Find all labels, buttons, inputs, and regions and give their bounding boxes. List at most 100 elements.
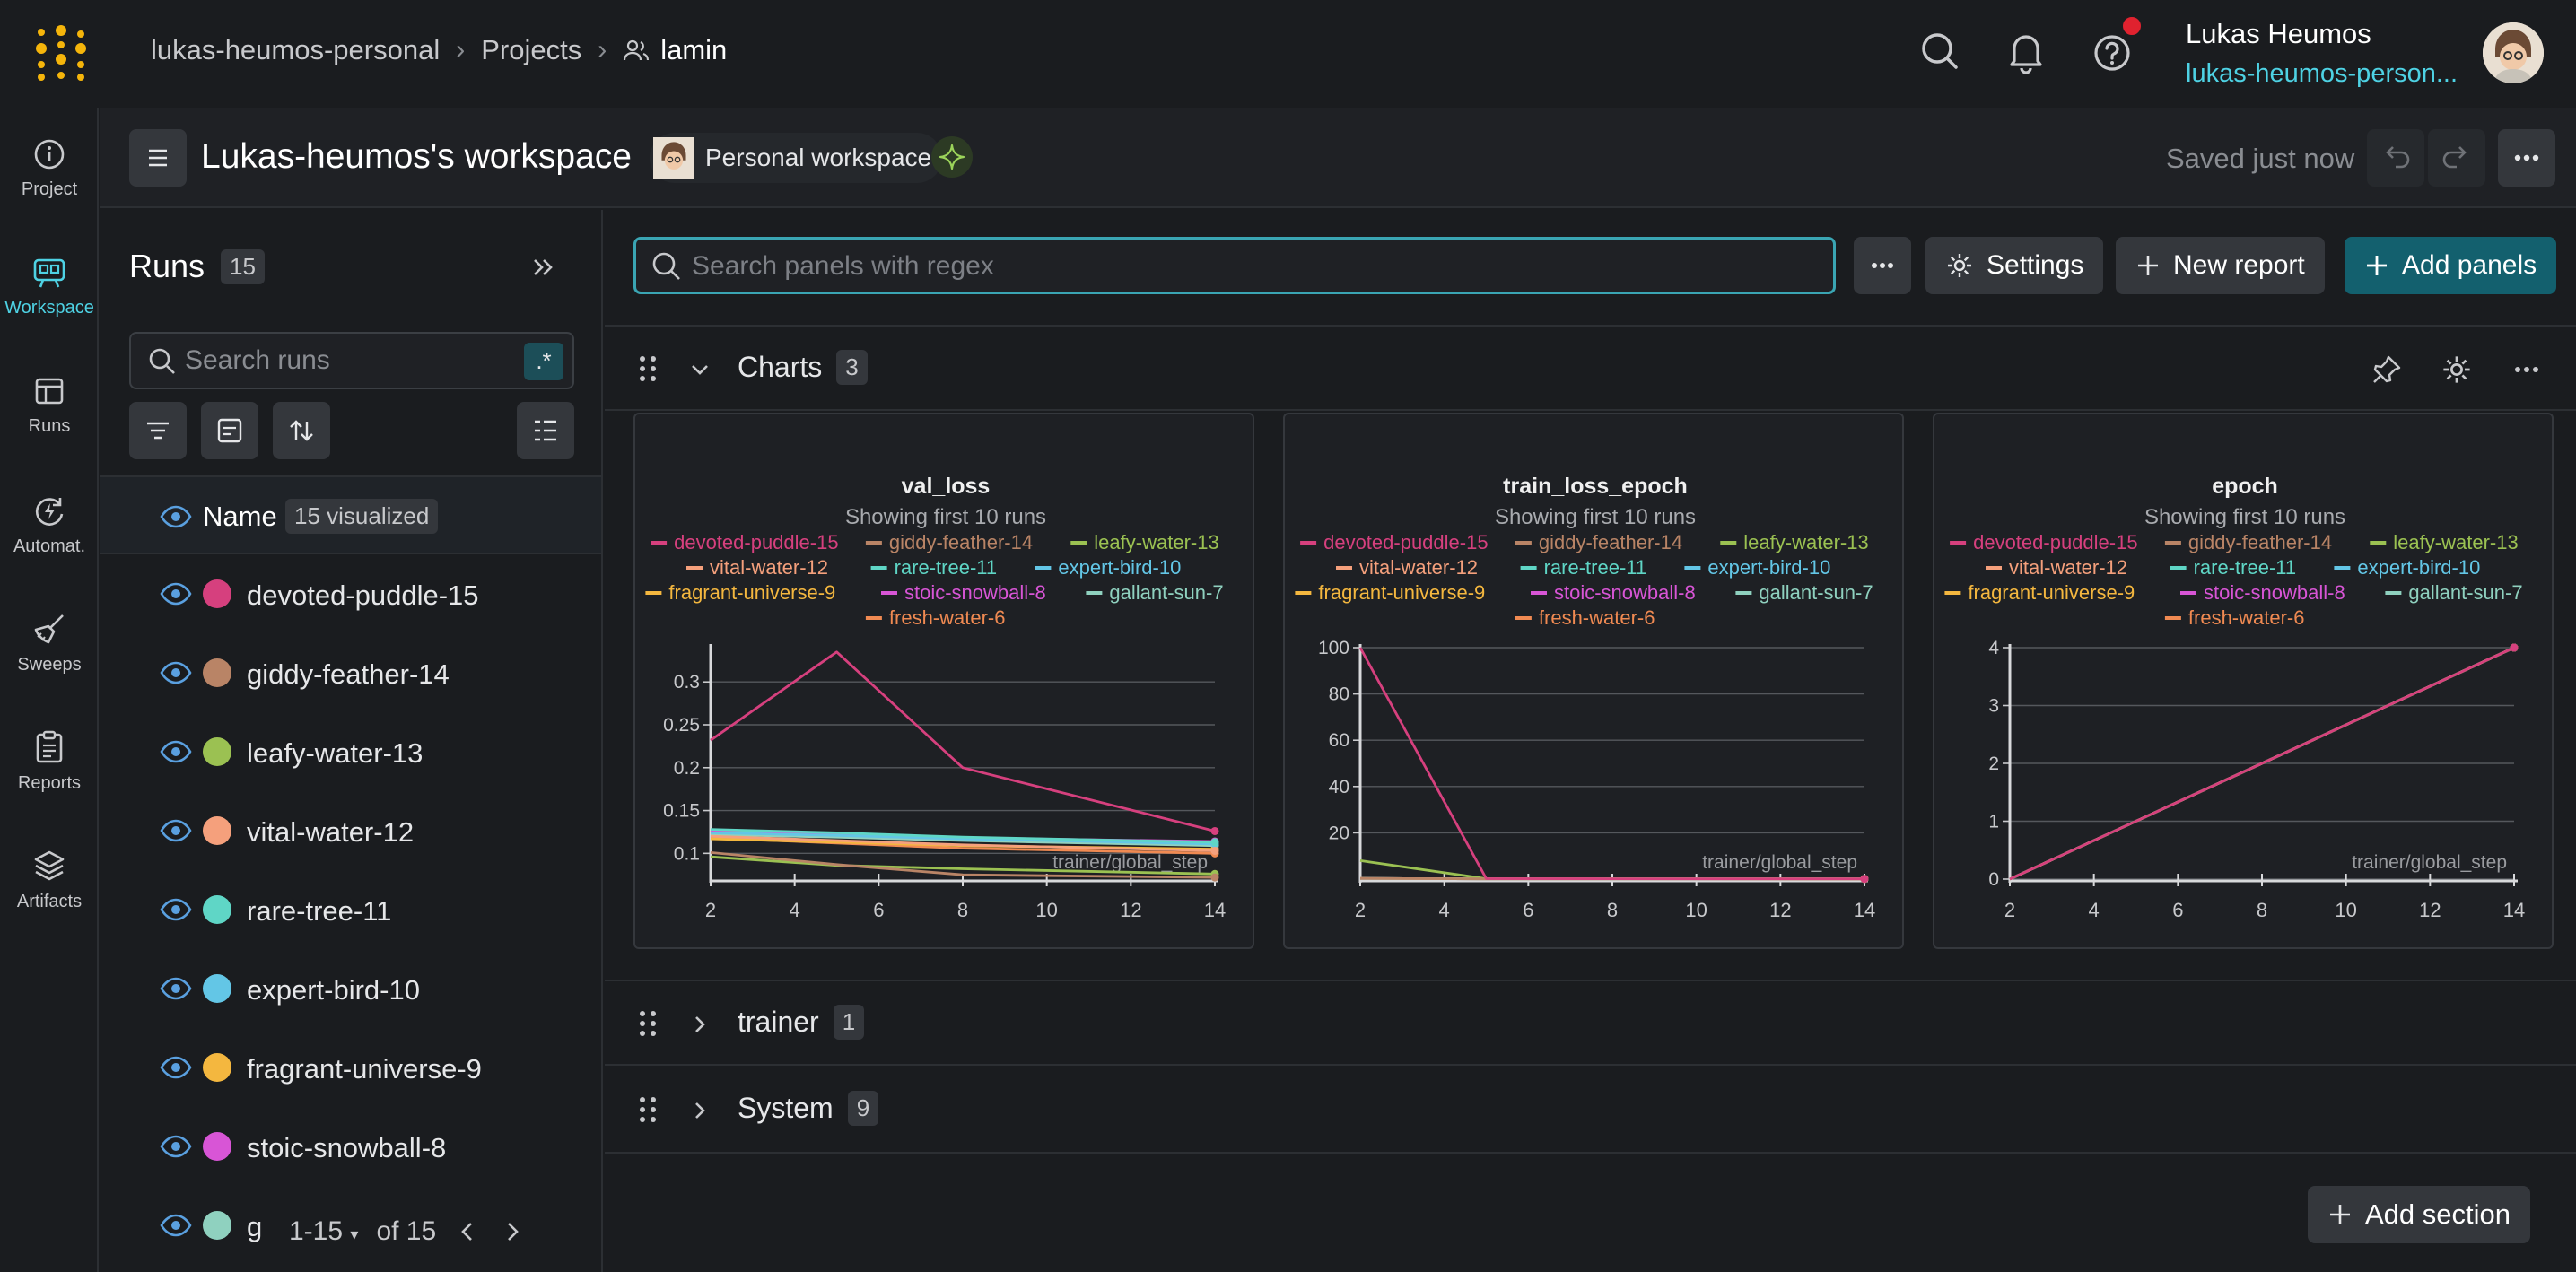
run-name[interactable]: fragrant-universe-9 bbox=[247, 1053, 482, 1085]
help-button[interactable] bbox=[2088, 14, 2144, 75]
run-color-dot[interactable] bbox=[203, 1211, 231, 1240]
section-title[interactable]: Charts 3 bbox=[738, 350, 868, 385]
user-menu[interactable]: Lukas Heumos lukas-heumos-person... bbox=[2186, 18, 2458, 89]
chart-panel-val-loss[interactable]: val_loss Showing first 10 runs devoted-pud… bbox=[633, 413, 1254, 949]
breadcrumb-projects[interactable]: Projects bbox=[481, 34, 582, 65]
pagination: 1-15 ▾ of 15 bbox=[289, 1216, 526, 1247]
breadcrumb-entity[interactable]: lukas-heumos-personal bbox=[151, 34, 441, 65]
undo-button[interactable] bbox=[2367, 129, 2424, 187]
redo-button[interactable] bbox=[2428, 129, 2485, 187]
nav-workspace[interactable]: Workspace bbox=[0, 257, 99, 318]
run-row[interactable]: rare-tree-11 bbox=[100, 870, 601, 949]
regex-toggle[interactable]: .* bbox=[524, 343, 563, 380]
chevron-down-icon[interactable] bbox=[687, 357, 712, 382]
gear-icon[interactable] bbox=[2441, 353, 2473, 386]
y-tick-label: 0.15 bbox=[663, 801, 700, 822]
pin-icon[interactable] bbox=[2371, 353, 2403, 386]
run-color-dot[interactable] bbox=[203, 895, 231, 924]
eye-icon[interactable] bbox=[160, 578, 192, 610]
personal-workspace-chip[interactable]: Personal workspace bbox=[650, 133, 943, 183]
run-name[interactable]: giddy-feather-14 bbox=[247, 658, 450, 690]
search-runs-input[interactable] bbox=[185, 341, 508, 380]
settings-button[interactable]: Settings bbox=[1925, 237, 2104, 294]
nav-sweeps[interactable]: Sweeps bbox=[0, 612, 99, 675]
run-name[interactable]: leafy-water-13 bbox=[247, 737, 424, 769]
run-color-dot[interactable] bbox=[203, 579, 231, 608]
sparkle-button[interactable] bbox=[931, 136, 973, 178]
eye-icon[interactable] bbox=[160, 736, 192, 768]
run-row[interactable]: giddy-feather-14 bbox=[100, 633, 601, 712]
ellipsis-icon[interactable] bbox=[2511, 353, 2543, 386]
chevron-right-icon[interactable] bbox=[687, 1098, 712, 1123]
eye-icon[interactable] bbox=[160, 815, 192, 847]
eye-icon[interactable] bbox=[160, 1130, 192, 1163]
run-color-dot[interactable] bbox=[203, 737, 231, 766]
search-runs-field[interactable]: .* bbox=[129, 332, 574, 389]
eye-icon[interactable] bbox=[160, 657, 192, 689]
run-name[interactable]: rare-tree-11 bbox=[247, 895, 392, 927]
columns-button[interactable] bbox=[517, 402, 574, 459]
run-row[interactable]: expert-bird-10 bbox=[100, 949, 601, 1028]
chart-panel-train-loss-epoch[interactable]: train_loss_epoch Showing first 10 runs dev… bbox=[1283, 413, 1904, 949]
new-report-button[interactable]: New report bbox=[2116, 237, 2325, 294]
menu-button[interactable] bbox=[129, 129, 187, 187]
eye-icon[interactable] bbox=[160, 501, 192, 533]
eye-icon[interactable] bbox=[160, 972, 192, 1005]
caret-down-icon: ▾ bbox=[350, 1225, 359, 1243]
chevron-right-icon[interactable] bbox=[499, 1218, 526, 1245]
x-axis-label: trainer/global_step bbox=[1052, 852, 1208, 873]
breadcrumb-project[interactable]: lamin bbox=[623, 34, 727, 66]
eye-icon[interactable] bbox=[160, 1209, 192, 1242]
name-column-header[interactable]: Name bbox=[203, 501, 277, 532]
nav-project[interactable]: Project bbox=[0, 138, 99, 200]
run-name[interactable]: stoic-snowball-8 bbox=[247, 1132, 447, 1163]
add-section-button[interactable]: Add section bbox=[2308, 1186, 2530, 1243]
run-name[interactable]: devoted-puddle-15 bbox=[247, 579, 479, 611]
run-row[interactable]: g bbox=[100, 1186, 601, 1265]
add-panels-button[interactable]: Add panels bbox=[2345, 237, 2557, 294]
filter-button[interactable] bbox=[129, 402, 187, 459]
search-icon[interactable] bbox=[1916, 27, 1964, 75]
section-title[interactable]: System 9 bbox=[738, 1091, 879, 1126]
nav-automations[interactable]: Automat. bbox=[0, 493, 99, 557]
sort-button[interactable] bbox=[273, 402, 330, 459]
drag-handle-icon[interactable] bbox=[637, 1008, 659, 1039]
collapse-panel-icon[interactable] bbox=[526, 249, 562, 285]
run-row[interactable]: devoted-puddle-15 bbox=[100, 554, 601, 633]
chevron-right-icon[interactable] bbox=[687, 1012, 712, 1037]
run-name[interactable]: expert-bird-10 bbox=[247, 974, 420, 1006]
chevron-left-icon[interactable] bbox=[454, 1218, 481, 1245]
eye-icon[interactable] bbox=[160, 893, 192, 926]
run-color-dot[interactable] bbox=[203, 1053, 231, 1082]
run-color-dot[interactable] bbox=[203, 816, 231, 845]
page-total: of 15 bbox=[376, 1216, 437, 1246]
nav-artifacts[interactable]: Artifacts bbox=[0, 849, 99, 912]
drag-handle-icon[interactable] bbox=[637, 1094, 659, 1125]
nav-reports[interactable]: Reports bbox=[0, 730, 99, 794]
run-row[interactable]: vital-water-12 bbox=[100, 791, 601, 870]
page-range-select[interactable]: 1-15 ▾ bbox=[289, 1216, 358, 1247]
run-row[interactable]: stoic-snowball-8 bbox=[100, 1107, 601, 1186]
run-color-dot[interactable] bbox=[203, 1132, 231, 1161]
nav-runs[interactable]: Runs bbox=[0, 375, 99, 437]
panel-search-input[interactable] bbox=[692, 247, 1768, 286]
series-line bbox=[710, 851, 1216, 879]
section-title[interactable]: trainer 1 bbox=[738, 1005, 865, 1040]
panel-search-options-button[interactable] bbox=[1854, 237, 1911, 294]
wandb-logo-icon[interactable] bbox=[32, 25, 90, 83]
run-row[interactable]: leafy-water-13 bbox=[100, 712, 601, 791]
run-name[interactable]: g bbox=[247, 1211, 263, 1242]
run-color-dot[interactable] bbox=[203, 658, 231, 687]
eye-icon[interactable] bbox=[160, 1051, 192, 1084]
group-button[interactable] bbox=[201, 402, 258, 459]
avatar[interactable] bbox=[2483, 22, 2544, 83]
drag-handle-icon[interactable] bbox=[637, 353, 659, 384]
bell-icon[interactable] bbox=[2002, 27, 2050, 75]
run-row[interactable]: fragrant-universe-9 bbox=[100, 1028, 601, 1107]
run-color-dot[interactable] bbox=[203, 974, 231, 1003]
run-name[interactable]: vital-water-12 bbox=[247, 816, 415, 848]
x-tick-label: 2 bbox=[1355, 899, 1366, 921]
more-options-button[interactable] bbox=[2498, 129, 2555, 187]
panel-search-field[interactable] bbox=[633, 237, 1836, 294]
chart-panel-epoch[interactable]: epoch Showing first 10 runs devoted-puddle… bbox=[1933, 413, 2554, 949]
